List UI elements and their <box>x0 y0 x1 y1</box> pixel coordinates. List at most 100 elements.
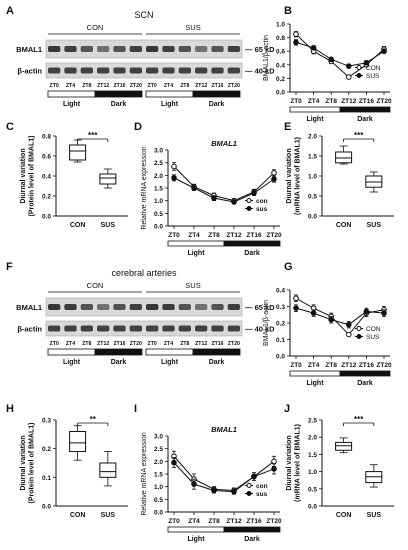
blot-lane-label: ZT12 <box>97 341 109 347</box>
legend-label: CON <box>366 65 381 72</box>
y-axis-label-line: Diurnal variation <box>20 435 27 490</box>
y-tick-label: 0.3 <box>276 304 285 311</box>
legend-label: SUS <box>366 73 380 80</box>
light-bar <box>145 90 194 98</box>
y-axis-label-line: (mRNA level of BMAL1) <box>295 424 302 502</box>
y-tick-label: 0.2 <box>42 446 51 453</box>
y-tick-label: 0.5 <box>154 211 163 218</box>
y-tick-label: 0.1 <box>276 337 285 344</box>
data-point <box>346 63 352 69</box>
series-line <box>173 166 275 202</box>
blot-band <box>129 325 142 332</box>
dark-label: Dark <box>111 359 127 366</box>
blot-band <box>178 325 191 332</box>
y-tick-label: 2.5 <box>154 446 163 453</box>
blot-band <box>211 304 224 310</box>
line-chart: 0.0 0.2 0.4 0.6 0.8 1.0 ZT0 ZT4 ZT8 ZT12 ZT16 ZT20 B… <box>263 22 392 124</box>
x-tick-label: ZT20 <box>376 98 392 105</box>
sig-stars: *** <box>88 131 98 140</box>
blot-lane-label: ZT20 <box>228 341 240 347</box>
sig-stars: ** <box>90 415 97 424</box>
y-tick-label: 1.5 <box>308 452 317 459</box>
box-iqr <box>335 441 353 451</box>
x-tick-label: ZT8 <box>208 518 220 525</box>
light-bar <box>47 348 96 356</box>
legend-marker <box>246 198 252 203</box>
x-tick-label: ZT8 <box>325 362 337 369</box>
data-point <box>381 48 387 55</box>
panel-letter: A <box>6 5 14 17</box>
x-tick-label: ZT12 <box>341 98 357 105</box>
line-chart: 0.0 0.1 0.2 0.3 0.4 ZT0 ZT4 ZT8 ZT12 ZT16 ZT20 BMAL… <box>263 288 392 388</box>
x-tick-label: ZT4 <box>308 362 320 369</box>
blot-row-label: β-actin <box>17 67 42 76</box>
legend-label: sus <box>256 206 268 213</box>
blot-band <box>146 304 159 310</box>
x-tick-label: SUS <box>101 222 116 229</box>
blot-band <box>162 46 175 52</box>
light-bar <box>167 240 225 247</box>
data-point <box>346 331 352 338</box>
dark-label: Dark <box>357 380 373 387</box>
blot-band <box>113 46 126 52</box>
y-tick-label: 0.0 <box>308 504 317 511</box>
series-line <box>295 297 385 336</box>
data-point <box>293 39 299 46</box>
blot-band <box>227 46 240 52</box>
blot-lane-label: ZT0 <box>50 83 59 89</box>
blot-band <box>211 46 224 52</box>
data-point <box>328 56 335 63</box>
y-tick-label: 0.0 <box>42 214 51 221</box>
y-tick-label: 0.4 <box>276 62 285 69</box>
blot-lane-label: ZT0 <box>148 83 157 89</box>
data-point <box>293 31 299 38</box>
x-tick-label: ZT8 <box>208 232 220 239</box>
blot-band <box>178 46 191 52</box>
y-tick-label: 2.5 <box>308 418 317 425</box>
panel-letter: B <box>284 5 292 17</box>
data-point <box>271 176 277 182</box>
series-line <box>173 455 275 491</box>
data-point <box>293 295 299 302</box>
y-axis-label-line: Diurnal variation <box>20 148 27 203</box>
blot-band <box>48 304 61 310</box>
data-point <box>191 481 197 487</box>
dark-bar <box>223 526 281 533</box>
blot-group-label: CON <box>87 281 104 290</box>
data-point <box>346 74 352 80</box>
y-tick-label: 1.5 <box>308 154 317 161</box>
dark-bar <box>94 90 143 98</box>
dark-label: Dark <box>209 101 225 108</box>
legend-marker <box>356 65 362 70</box>
light-bar <box>47 90 96 98</box>
y-tick-label: 0.8 <box>276 35 285 42</box>
y-axis-label: Diurnal variation (mRNA level of BMAL1) <box>286 424 302 502</box>
blot-band <box>80 304 93 310</box>
legend-label: sus <box>256 491 268 498</box>
data-point <box>346 321 352 328</box>
y-tick-label: 0.5 <box>154 497 163 504</box>
x-tick-label: ZT12 <box>226 518 242 525</box>
blot-lane-label: ZT8 <box>180 83 189 89</box>
y-tick-label: 0.2 <box>276 76 285 83</box>
dark-bar <box>192 90 241 98</box>
panel-letter: G <box>284 261 293 273</box>
y-axis-label-line: (Protein level of BMAL1) <box>29 423 36 504</box>
y-tick-label: 3.0 <box>154 148 163 155</box>
data-point <box>211 487 217 494</box>
light-label: Light <box>306 116 324 123</box>
blot-lane-label: ZT20 <box>228 83 240 89</box>
blot-lane-label: ZT12 <box>97 83 109 89</box>
x-tick-label: ZT16 <box>359 362 375 369</box>
y-tick-label: 0.6 <box>276 49 285 56</box>
y-tick-label: 0.3 <box>42 418 51 425</box>
y-tick-label: 0.0 <box>276 354 285 361</box>
blot-lane-label: ZT8 <box>180 341 189 347</box>
blot-band <box>162 304 175 310</box>
blot-band <box>162 325 175 332</box>
box-plot: 0.0 0.2 0.4 0.6 0.8 CON SUS *** Diurnal variatio… <box>20 131 128 229</box>
y-tick-label: 0.4 <box>276 288 285 295</box>
blot-band <box>211 67 224 74</box>
sig-stars: *** <box>354 131 364 140</box>
